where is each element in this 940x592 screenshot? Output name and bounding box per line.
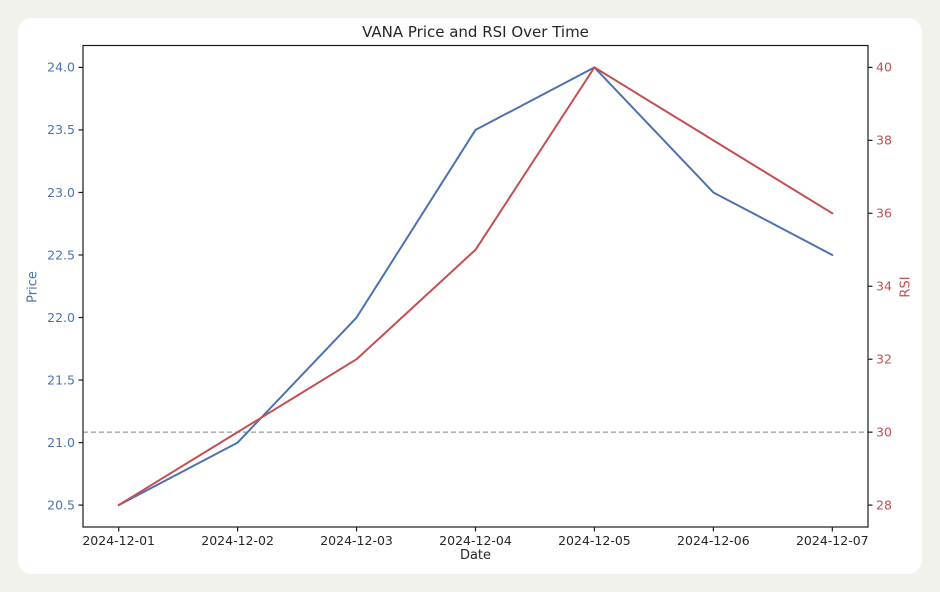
x-tick-label: 2024-12-07 [796,533,869,548]
x-tick-label: 2024-12-02 [201,533,274,548]
left-tick-label: 22.5 [47,247,75,262]
left-tick-label: 20.5 [47,497,75,512]
right-tick-label: 40 [876,60,892,75]
left-tick-label: 23.5 [47,122,75,137]
left-tick-label: 22.0 [47,310,75,325]
right-tick-label: 28 [876,497,892,512]
x-tick-label: 2024-12-06 [677,533,750,548]
left-axis-label: Price [25,271,41,303]
chart-title: VANA Price and RSI Over Time [362,23,589,41]
series-line-price [117,66,834,507]
left-tick-label: 21.0 [47,435,75,450]
x-tick-label: 2024-12-05 [558,533,631,548]
series-line-rsi [117,66,834,507]
x-axis-label: Date [459,548,492,563]
right-axis-label: RSI [898,276,914,298]
x-tick-label: 2024-12-01 [82,533,155,548]
right-tick-label: 36 [876,206,892,221]
left-tick-label: 23.0 [47,185,75,200]
left-tick-label: 24.0 [47,60,75,75]
x-tick-label: 2024-12-04 [439,533,512,548]
left-tick-label: 21.5 [47,372,75,387]
right-tick-label: 34 [876,279,892,294]
x-tick-label: 2024-12-03 [320,533,393,548]
chart-card: 20.5 21.0 21.5 22.0 22.5 23.0 23.5 24.0 28 30 32 34… [18,18,922,574]
chart-plot: 20.5 21.0 21.5 22.0 22.5 23.0 23.5 24.0 28 30 32 34… [47,44,892,548]
right-tick-label: 30 [876,424,892,439]
right-tick-label: 38 [876,133,892,148]
right-tick-label: 32 [876,352,892,367]
